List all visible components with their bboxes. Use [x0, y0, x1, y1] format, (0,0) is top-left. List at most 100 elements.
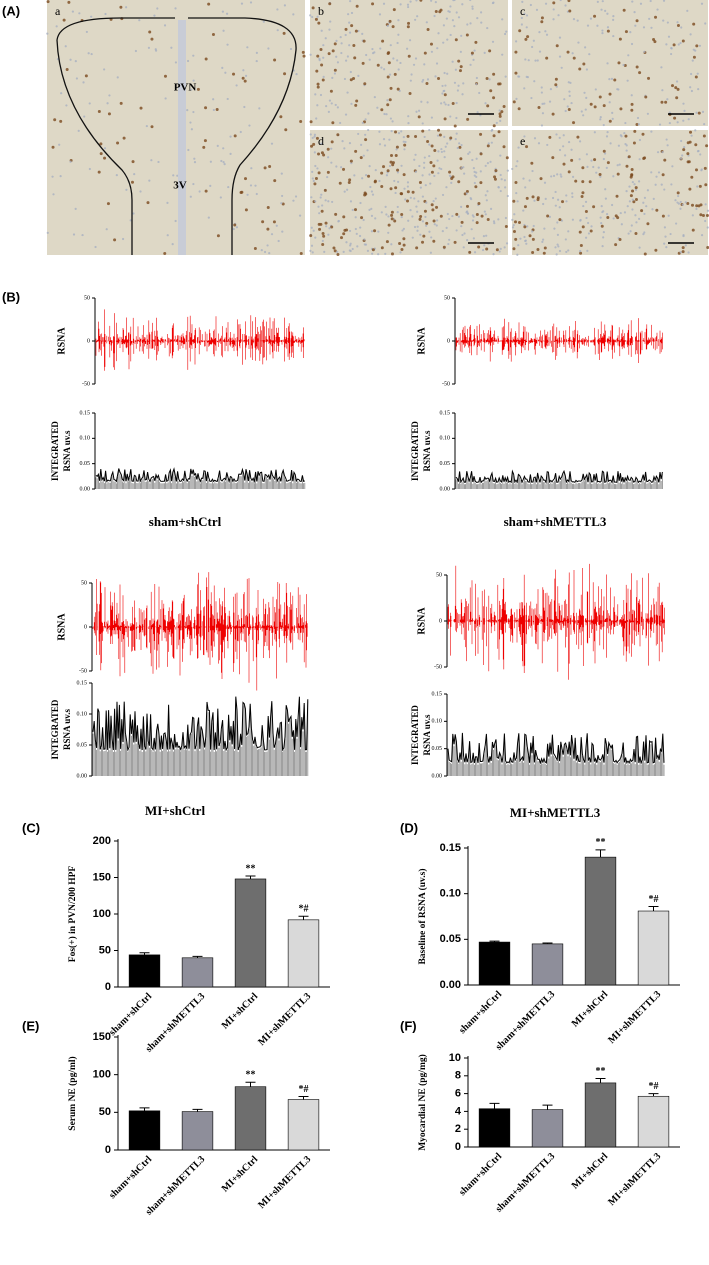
cell: [416, 225, 419, 228]
cell: [414, 18, 417, 21]
cell: [611, 111, 614, 114]
y-label: RSNA uv.s: [62, 430, 72, 472]
cell: [593, 158, 597, 162]
x-tick-label: sham+shMETTL3: [144, 991, 208, 1055]
annotation: *#: [649, 1081, 659, 1092]
cell: [637, 180, 641, 183]
cell: [616, 88, 619, 91]
cell: [550, 175, 553, 178]
error-bar: [192, 1108, 203, 1112]
cell: [390, 217, 394, 221]
cell: [581, 191, 585, 195]
cell: [139, 106, 143, 110]
cell: [361, 121, 364, 125]
cell: [122, 136, 126, 140]
cell: [551, 112, 555, 116]
cell: [548, 135, 552, 139]
cell: [523, 205, 527, 209]
cell: [635, 221, 638, 224]
cell: [435, 62, 439, 65]
cell: [605, 213, 609, 216]
cell: [651, 208, 654, 211]
cell: [483, 210, 486, 213]
cell: [413, 158, 416, 161]
cell: [81, 233, 84, 237]
cell: [65, 68, 69, 72]
cell: [525, 196, 529, 200]
cell: [619, 211, 622, 215]
cell: [418, 217, 422, 221]
cell: [669, 52, 673, 56]
cell: [686, 201, 690, 205]
cell: [593, 131, 596, 134]
cell: [471, 5, 474, 8]
cell: [313, 133, 317, 136]
error-bar: [595, 1077, 606, 1083]
cell: [512, 100, 516, 104]
y-tick-label: 0: [455, 1141, 461, 1153]
cell: [157, 160, 160, 164]
cell: [566, 50, 570, 54]
cell: [377, 253, 380, 256]
cell: [301, 50, 305, 54]
cell: [525, 145, 529, 149]
cell: [449, 136, 453, 140]
cell: [242, 69, 245, 72]
cell: [229, 135, 232, 138]
cell: [612, 34, 615, 38]
y-tick-label: 0.15: [440, 842, 461, 854]
cell: [676, 191, 680, 195]
cell: [548, 100, 552, 103]
y-tick-label: 100: [93, 1069, 111, 1081]
cell: [441, 230, 444, 233]
cell: [458, 142, 461, 145]
cell: [634, 214, 637, 217]
cell: [396, 168, 400, 172]
cell: [691, 59, 694, 62]
cell: [461, 3, 464, 6]
cell: [313, 135, 316, 138]
cell: [617, 144, 620, 147]
cell: [121, 237, 125, 241]
cell: [457, 84, 460, 87]
cell: [64, 45, 67, 48]
cell: [531, 230, 534, 233]
cell: [601, 29, 604, 32]
cell: [328, 28, 331, 31]
cell: [465, 204, 469, 208]
cell: [449, 33, 452, 37]
cell: [429, 182, 432, 185]
cell: [466, 117, 470, 121]
cell: [650, 171, 653, 174]
cell: [596, 24, 599, 27]
cell: [460, 34, 463, 37]
cell: [546, 143, 549, 147]
cell: [548, 215, 552, 218]
cell: [670, 84, 674, 88]
cell: [289, 47, 293, 51]
cell: [474, 40, 478, 44]
cell: [316, 82, 320, 86]
cell: [235, 84, 238, 87]
cell: [500, 178, 503, 181]
cell: [132, 212, 135, 215]
y-tick-label: 0.10: [440, 888, 461, 900]
cell: [134, 49, 138, 53]
cell: [322, 56, 325, 59]
cell: [663, 242, 666, 245]
cell: [679, 207, 682, 210]
cell: [688, 187, 692, 191]
bar: [234, 1086, 267, 1151]
error-bar: [298, 915, 309, 920]
cell: [625, 149, 628, 152]
cell: [192, 182, 195, 186]
cell: [350, 24, 354, 28]
cell: [618, 163, 621, 166]
cell: [371, 193, 375, 196]
cell: [414, 57, 418, 60]
cell: [88, 102, 91, 105]
cell: [556, 243, 559, 246]
cell: [314, 164, 317, 168]
cell: [623, 211, 627, 214]
cell: [246, 46, 249, 49]
